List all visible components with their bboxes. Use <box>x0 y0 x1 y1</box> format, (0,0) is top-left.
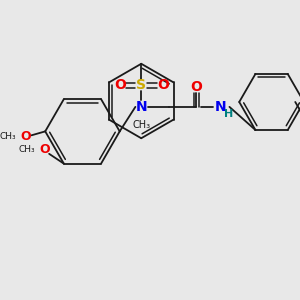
Text: CH₃: CH₃ <box>18 146 35 154</box>
Text: S: S <box>136 78 146 92</box>
Text: CH₃: CH₃ <box>0 132 16 141</box>
Text: H: H <box>224 109 233 119</box>
Text: O: O <box>114 78 126 92</box>
Text: O: O <box>190 80 202 94</box>
Text: O: O <box>20 130 31 143</box>
Text: N: N <box>135 100 147 114</box>
Text: N: N <box>215 100 226 114</box>
Text: CH₃: CH₃ <box>132 120 150 130</box>
Text: O: O <box>39 143 50 156</box>
Text: O: O <box>157 78 169 92</box>
